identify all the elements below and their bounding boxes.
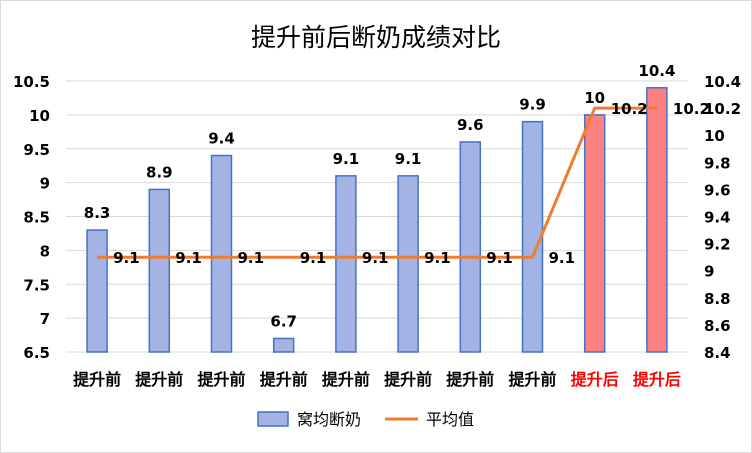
bar-value-label: 9.1 [395, 150, 422, 168]
right-tick-label: 10.4 [704, 73, 741, 91]
bar [86, 229, 108, 353]
left-tick-label: 6.5 [23, 344, 50, 362]
left-tick-label: 9 [40, 175, 50, 193]
right-tick-label: 10.2 [704, 100, 741, 118]
line-value-label: 9.1 [424, 249, 451, 267]
bar [646, 87, 668, 353]
right-tick-label: 9 [704, 263, 714, 281]
line-path [97, 106, 657, 259]
right-tick-label: 10 [704, 127, 725, 145]
bar-value-label: 10.4 [638, 62, 675, 80]
line-value-label: 9.1 [362, 249, 389, 267]
legend-bar-label: 窝均断奶 [297, 410, 361, 429]
bar-value-label: 9.6 [457, 116, 484, 134]
chart-title: 提升前后断奶成绩对比 [251, 23, 501, 52]
x-axis: 提升前 提升前 提升前 提升前 提升前 提升前 提升前 提升前 提升后 提升后 [73, 370, 681, 389]
bar-value-label: 10 [584, 89, 605, 107]
bar-value-label: 6.7 [270, 312, 297, 330]
left-tick-label: 8 [40, 242, 50, 260]
right-tick-label: 9.4 [704, 209, 731, 227]
bar [459, 141, 482, 353]
left-tick-label: 8.5 [23, 209, 50, 227]
line-value-label: 9.1 [549, 249, 576, 267]
bar-value-label: 8.3 [84, 204, 111, 222]
line-value-label: 9.1 [238, 249, 265, 267]
bar-value-label: 9.9 [519, 96, 546, 114]
bar-value-label: 8.9 [146, 163, 173, 181]
x-tick-label: 提升前 [260, 370, 308, 389]
x-tick-label: 提升前 [322, 370, 370, 389]
left-tick-label: 10.5 [13, 73, 50, 91]
bar [583, 114, 606, 353]
legend-bar-swatch [257, 411, 289, 427]
x-tick-label: 提升前 [384, 370, 432, 389]
line-series [97, 106, 657, 259]
line-value-label: 10.2 [673, 100, 710, 118]
right-axis: 8.4 8.6 8.8 9 9.2 9.4 9.6 9.8 10 10.2 10.4 [704, 73, 741, 362]
x-tick-label: 提升前 [135, 370, 183, 389]
left-tick-label: 10 [29, 107, 50, 125]
right-tick-label: 8.8 [704, 290, 731, 308]
x-tick-label: 提升后 [633, 370, 681, 389]
x-tick-label: 提升前 [197, 370, 245, 389]
left-axis: 6.5 7 7.5 8 8.5 9 9.5 10 10.5 [13, 73, 50, 362]
legend: 窝均断奶 平均值 [257, 410, 474, 429]
bar-value-label: 9.4 [208, 130, 235, 148]
x-tick-label: 提升前 [73, 370, 121, 389]
right-tick-label: 9.6 [704, 181, 731, 199]
left-tick-label: 9.5 [23, 141, 50, 159]
left-tick-label: 7 [40, 310, 50, 328]
bar-series [86, 87, 668, 353]
x-tick-label: 提升后 [571, 370, 619, 389]
x-tick-label: 提升前 [446, 370, 494, 389]
line-value-label: 9.1 [300, 249, 327, 267]
line-value-label: 10.2 [611, 100, 648, 118]
x-tick-label: 提升前 [508, 370, 556, 389]
bar [210, 154, 233, 353]
bar [335, 175, 357, 353]
left-tick-label: 7.5 [23, 276, 50, 294]
right-tick-label: 9.8 [704, 154, 731, 172]
bar-value-label: 9.1 [333, 150, 360, 168]
legend-line-label: 平均值 [426, 410, 474, 429]
right-tick-label: 8.4 [704, 344, 731, 362]
line-value-label: 9.1 [113, 249, 140, 267]
bar [148, 188, 171, 353]
bar-labels: 8.3 8.9 9.4 6.7 9.1 9.1 9.6 9.9 10 10.4 [84, 62, 676, 331]
bar [397, 175, 419, 353]
right-tick-label: 9.2 [704, 236, 731, 254]
bar [272, 337, 295, 353]
line-labels: 9.1 9.1 9.1 9.1 9.1 9.1 9.1 9.1 10.2 10.2 [113, 100, 710, 267]
line-value-label: 9.1 [486, 249, 513, 267]
right-tick-label: 8.6 [704, 317, 731, 335]
line-value-label: 9.1 [175, 249, 202, 267]
